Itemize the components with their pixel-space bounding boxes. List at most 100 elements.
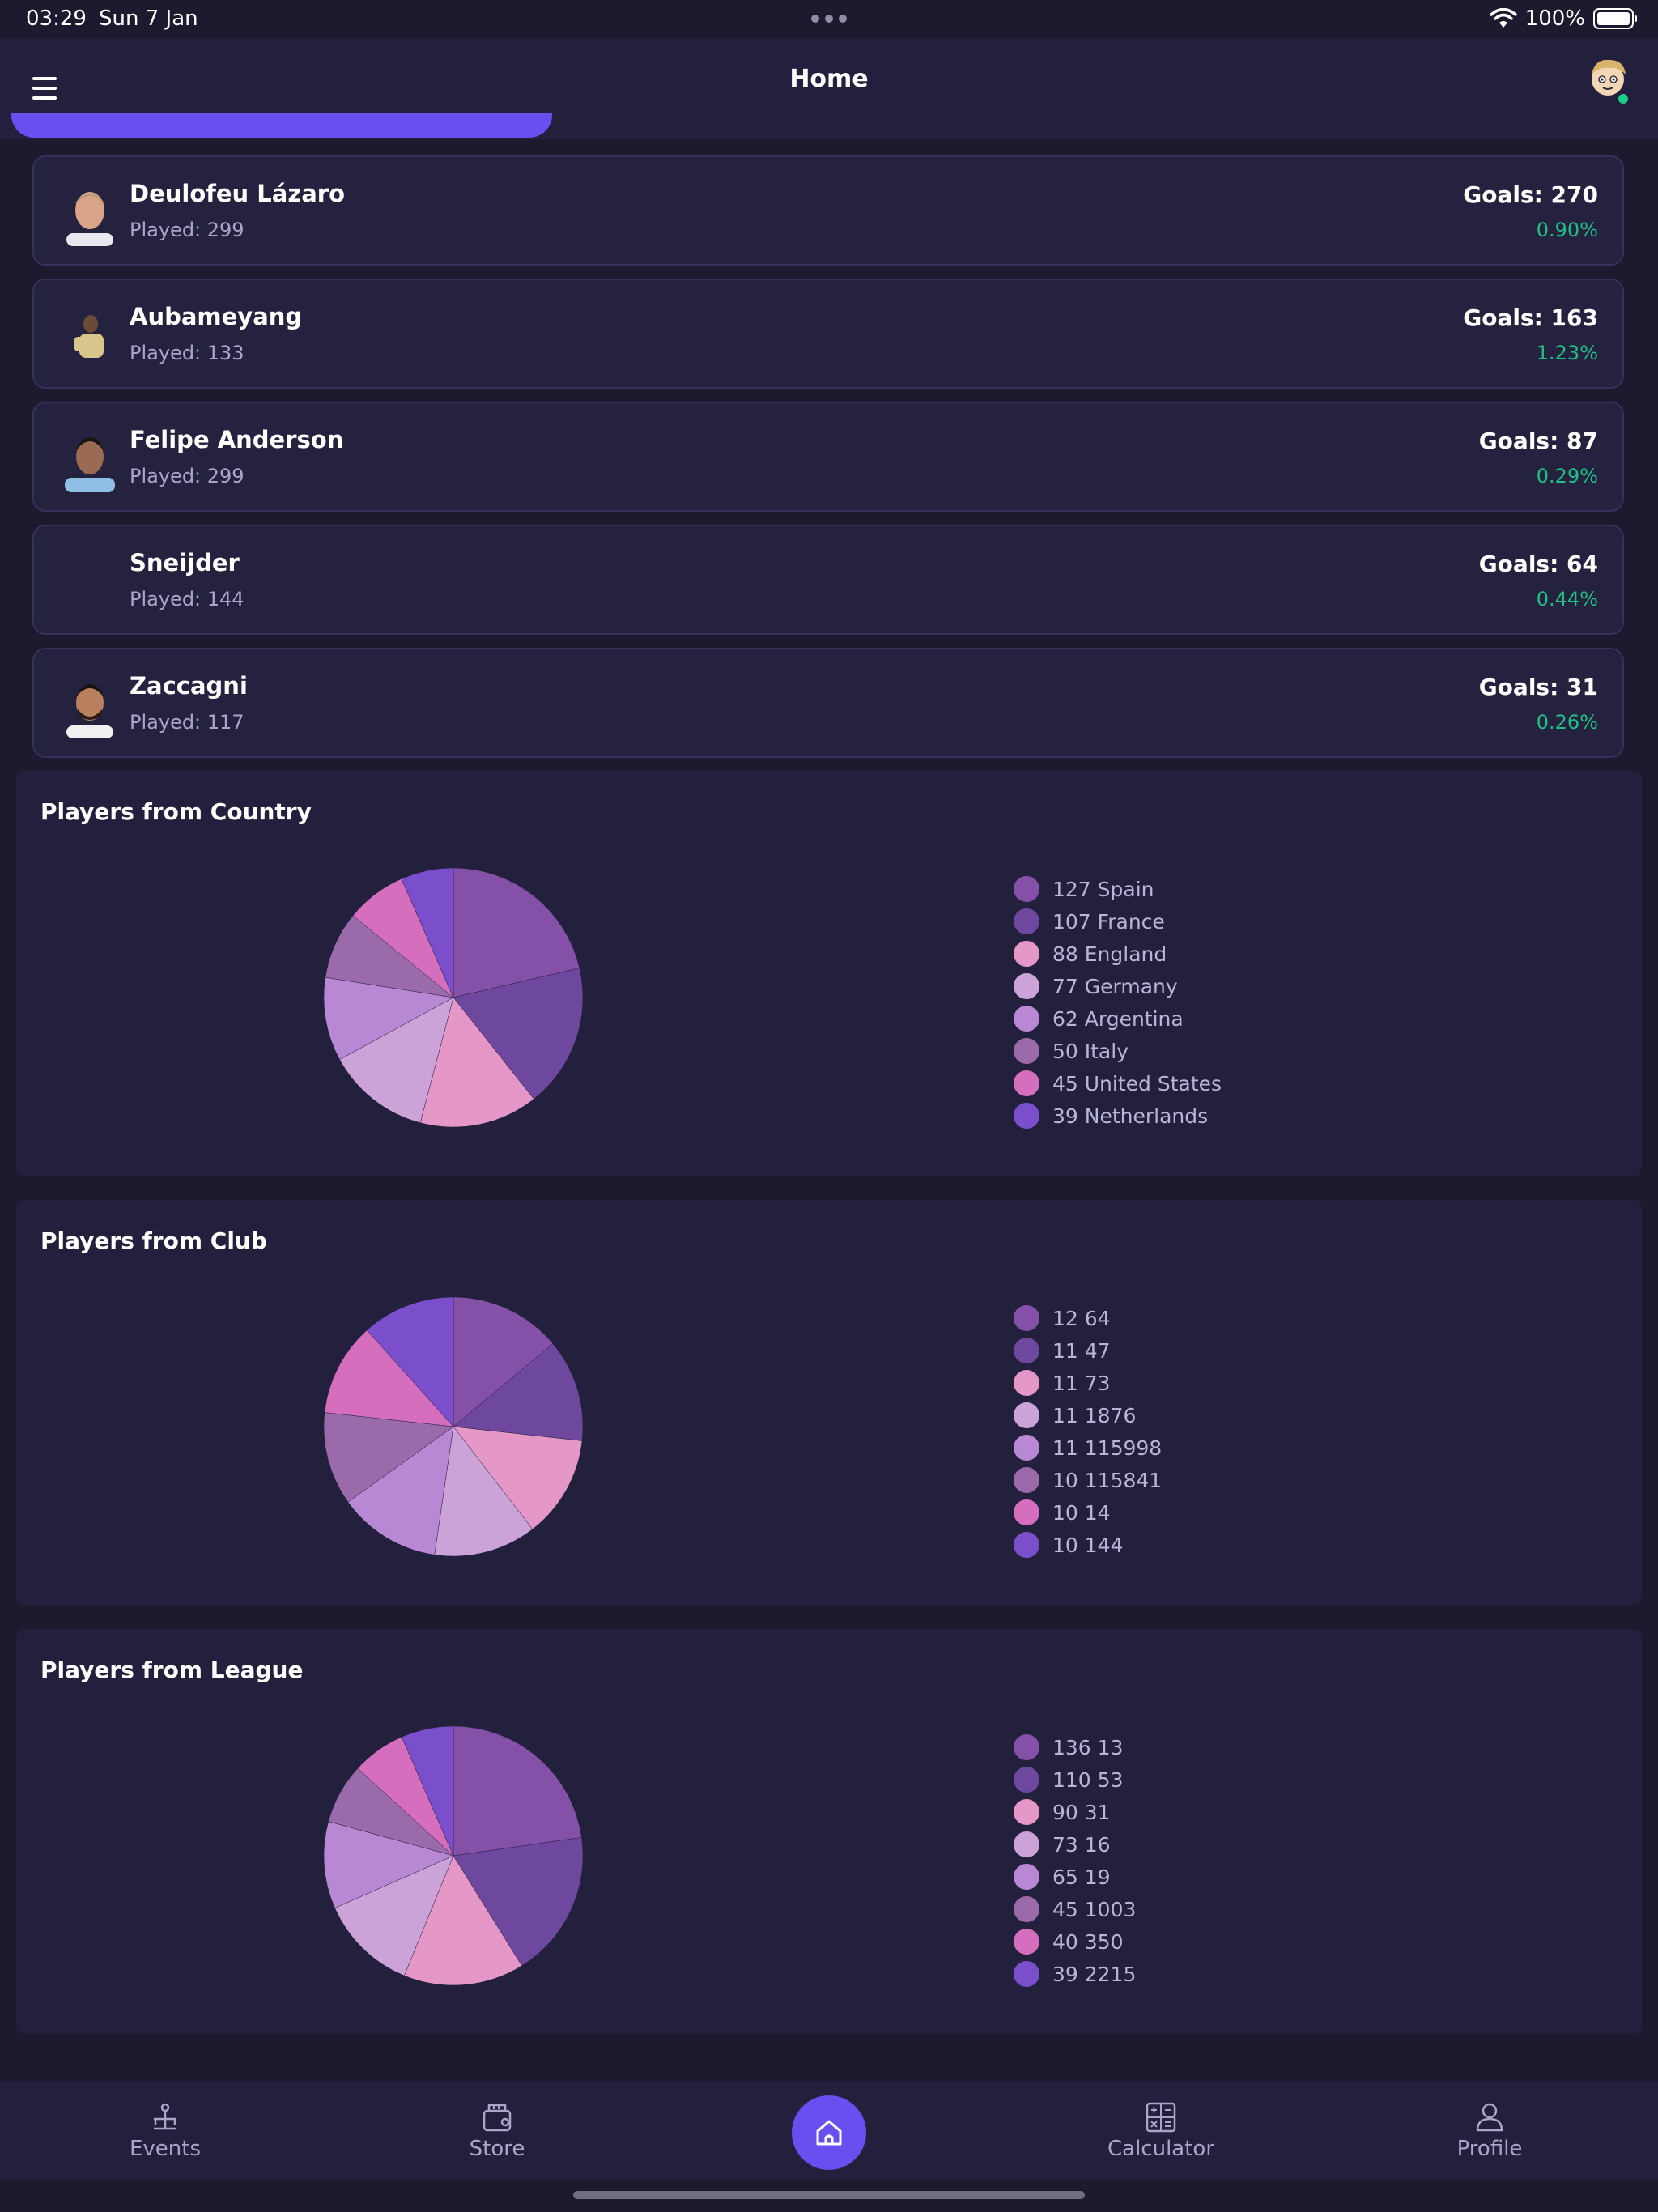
hamburger-menu-icon[interactable] [32, 70, 65, 107]
legend-label: 40 350 [1052, 1929, 1124, 1954]
player-photo [74, 315, 104, 358]
player-goals: Goals: 31 [1478, 674, 1598, 700]
legend-item: 45 United States [1014, 1067, 1222, 1100]
legend-item: 10 144 [1014, 1529, 1162, 1561]
pie-slice [325, 915, 454, 998]
status-bar: 03:29 Sun 7 Jan 100% [0, 0, 1658, 39]
legend-label: 11 73 [1052, 1371, 1111, 1395]
tab-events[interactable]: Events [117, 2082, 214, 2180]
legend-swatch [1014, 1467, 1039, 1493]
legend-item: 10 14 [1014, 1496, 1162, 1529]
battery-percent: 100% [1524, 6, 1585, 31]
legend-label: 107 France [1052, 909, 1165, 934]
chart-title: Players from Country [40, 798, 312, 825]
pie-slice [453, 1837, 584, 1967]
legend-swatch [1014, 1103, 1039, 1129]
player-card[interactable]: Sneijder Played: 144 Goals: 64 0.44% [32, 525, 1624, 635]
legend-item: 136 13 [1014, 1731, 1136, 1763]
legend-label: 45 United States [1052, 1071, 1222, 1095]
legend-label: 11 115998 [1052, 1436, 1163, 1460]
legend-item: 39 Netherlands [1014, 1100, 1222, 1132]
legend-swatch [1014, 1305, 1039, 1331]
legend-item: 62 Argentina [1014, 1002, 1222, 1035]
legend-label: 11 1876 [1052, 1403, 1137, 1427]
legend-swatch [1014, 1734, 1039, 1760]
player-percent: 0.26% [1536, 711, 1598, 734]
player-goals: Goals: 163 [1463, 304, 1598, 331]
player-percent: 0.90% [1536, 219, 1598, 241]
multitask-dots-icon[interactable] [810, 6, 848, 31]
legend-swatch [1014, 1006, 1039, 1032]
legend-swatch [1014, 1532, 1039, 1558]
pie-slice [453, 1296, 554, 1427]
legend-label: 110 53 [1052, 1767, 1124, 1792]
legend-label: 39 Netherlands [1052, 1104, 1209, 1128]
home-indicator[interactable] [573, 2191, 1085, 2199]
player-photo [66, 192, 113, 246]
tab-home-button[interactable] [792, 2095, 866, 2170]
legend-swatch [1014, 941, 1039, 967]
player-played: Played: 144 [130, 588, 244, 610]
legend-item: 77 Germany [1014, 970, 1222, 1002]
tab-events-label: Events [129, 2137, 202, 2161]
pie-slice [419, 997, 534, 1128]
battery-icon [1593, 8, 1637, 29]
chart-title: Players from League [40, 1657, 304, 1683]
legend-swatch [1014, 1767, 1039, 1793]
legend-item: 65 19 [1014, 1861, 1136, 1893]
legend-swatch [1014, 1370, 1039, 1396]
legend-item: 45 1003 [1014, 1893, 1136, 1925]
pie-slice [324, 1329, 454, 1427]
player-name: Deulofeu Lázaro [130, 180, 345, 207]
legend-item: 11 1876 [1014, 1399, 1162, 1431]
country-chart-panel: Players from Country 127 Spain 107 France… [16, 771, 1642, 1176]
legend-label: 12 64 [1052, 1306, 1111, 1330]
pie-slice [366, 1296, 454, 1427]
pie-slice [453, 1426, 583, 1529]
pie-chart [323, 1725, 584, 1986]
tab-calculator[interactable]: Calculator [1096, 2082, 1226, 2180]
pie-slice [453, 968, 584, 1100]
legend-swatch [1014, 876, 1039, 902]
pie-slice [453, 1725, 582, 1857]
tab-store-label: Store [469, 2137, 525, 2161]
pie-slice [323, 1412, 454, 1503]
legend-label: 90 31 [1052, 1800, 1111, 1824]
pie-slice [347, 1426, 454, 1555]
legend-item: 40 350 [1014, 1925, 1136, 1958]
player-name: Sneijder [130, 549, 240, 576]
legend-item: 110 53 [1014, 1763, 1136, 1796]
player-played: Played: 299 [130, 465, 244, 487]
legend-label: 10 115841 [1052, 1468, 1163, 1492]
user-avatar[interactable] [1585, 55, 1630, 100]
legend-item: 11 47 [1014, 1334, 1162, 1367]
progress-indicator [11, 113, 552, 138]
legend-item: 73 16 [1014, 1828, 1136, 1861]
tab-profile[interactable]: Profile [1441, 2082, 1538, 2180]
tab-store[interactable]: Store [449, 2082, 546, 2180]
chart-legend: 127 Spain 107 France 88 England 77 Germany 6… [1014, 873, 1222, 1132]
player-card[interactable]: Aubameyang Played: 133 Goals: 163 1.23% [32, 279, 1624, 389]
player-goals: Goals: 87 [1478, 428, 1598, 454]
player-card[interactable]: Zaccagni Played: 117 Goals: 31 0.26% [32, 648, 1624, 758]
player-played: Played: 117 [130, 711, 244, 734]
pie-chart [323, 867, 584, 1128]
legend-swatch [1014, 1799, 1039, 1825]
pie-slice [334, 1855, 454, 1976]
player-card[interactable]: Felipe Anderson Played: 299 Goals: 87 0.… [32, 402, 1624, 512]
pie-slice [323, 1821, 454, 1908]
legend-label: 136 13 [1052, 1735, 1124, 1759]
player-card[interactable]: Deulofeu Lázaro Played: 299 Goals: 270 0… [32, 155, 1624, 266]
player-percent: 1.23% [1536, 342, 1598, 364]
pie-slice [401, 867, 454, 998]
legend-item: 90 31 [1014, 1796, 1136, 1828]
legend-label: 88 England [1052, 942, 1167, 966]
legend-item: 127 Spain [1014, 873, 1222, 905]
legend-swatch [1014, 1961, 1039, 1987]
status-date: Sun 7 Jan [99, 6, 198, 31]
status-right: 100% [1489, 5, 1637, 32]
chart-legend: 12 64 11 47 11 73 11 1876 11 115998 10 115841… [1014, 1302, 1162, 1561]
events-icon [154, 2103, 176, 2130]
player-played: Played: 299 [130, 219, 244, 241]
